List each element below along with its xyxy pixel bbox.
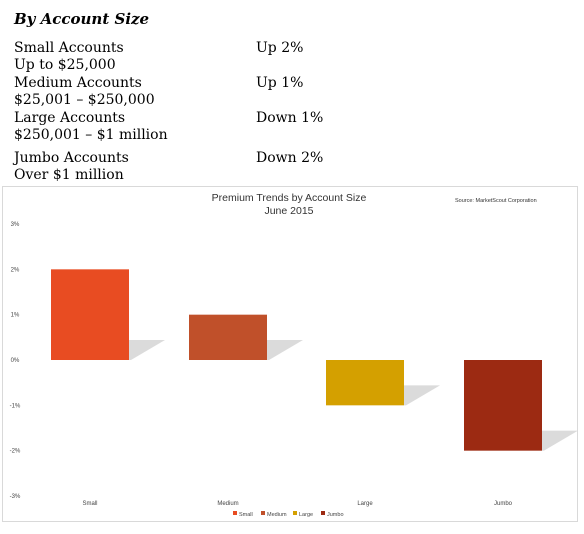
legend-swatch bbox=[293, 511, 297, 515]
x-category-label: Medium bbox=[217, 501, 238, 507]
account-range: $25,001 – $250,000 bbox=[14, 92, 155, 108]
account-range: $250,001 – $1 million bbox=[14, 127, 168, 143]
account-row-small: Small Accounts Up 2% Up to $25,000 bbox=[14, 40, 574, 74]
account-name: Medium Accounts bbox=[14, 75, 142, 91]
legend-swatch bbox=[261, 511, 265, 515]
section-heading: By Account Size bbox=[14, 10, 150, 28]
y-tick-label: -2% bbox=[10, 449, 21, 455]
bar-shadow bbox=[404, 385, 440, 406]
premium-trends-chart: Premium Trends by Account Size June 2015… bbox=[2, 186, 578, 522]
account-row-large: Large Accounts Down 1% $250,001 – $1 mil… bbox=[14, 110, 574, 144]
bar-medium bbox=[189, 314, 267, 360]
account-change: Up 1% bbox=[256, 75, 304, 91]
y-tick-label: 2% bbox=[11, 267, 20, 273]
chart-subtitle: June 2015 bbox=[264, 205, 313, 217]
legend-swatch bbox=[233, 511, 237, 515]
y-tick-label: -3% bbox=[10, 494, 21, 500]
legend-label: Jumbo bbox=[327, 512, 344, 518]
account-name: Large Accounts bbox=[14, 110, 126, 126]
y-tick-label: 1% bbox=[11, 313, 20, 319]
account-change: Down 2% bbox=[256, 150, 324, 166]
bar-small bbox=[51, 269, 129, 360]
legend-swatch bbox=[321, 511, 325, 515]
account-range: Over $1 million bbox=[14, 167, 124, 183]
chart-source: Source: MarketScout Corporation bbox=[455, 198, 537, 204]
account-name: Small Accounts bbox=[14, 40, 124, 56]
y-tick-label: 0% bbox=[11, 358, 20, 364]
x-category-label: Large bbox=[357, 501, 373, 507]
document-text: By Account Size Small Accounts Up 2% Up … bbox=[0, 0, 584, 186]
account-row-jumbo: Jumbo Accounts Down 2% Over $1 million bbox=[14, 150, 574, 184]
bar-shadow bbox=[542, 430, 577, 451]
x-category-label: Jumbo bbox=[494, 501, 513, 507]
bar-shadow bbox=[129, 340, 165, 360]
account-row-medium: Medium Accounts Up 1% $25,001 – $250,000 bbox=[14, 75, 574, 109]
chart-title: Premium Trends by Account Size bbox=[212, 192, 367, 204]
account-change: Down 1% bbox=[256, 110, 324, 126]
legend-label: Small bbox=[239, 512, 253, 518]
y-tick-label: 3% bbox=[11, 222, 20, 228]
y-tick-label: -1% bbox=[10, 403, 21, 409]
x-category-label: Small bbox=[82, 501, 97, 507]
legend-label: Large bbox=[299, 512, 313, 518]
bar-large bbox=[326, 360, 404, 406]
bar-jumbo bbox=[464, 360, 542, 451]
bar-shadow bbox=[267, 340, 303, 360]
account-change: Up 2% bbox=[256, 40, 304, 56]
account-range: Up to $25,000 bbox=[14, 57, 116, 73]
legend-label: Medium bbox=[267, 512, 287, 518]
account-name: Jumbo Accounts bbox=[14, 150, 129, 166]
chart-canvas: Premium Trends by Account Size June 2015… bbox=[10, 192, 577, 518]
